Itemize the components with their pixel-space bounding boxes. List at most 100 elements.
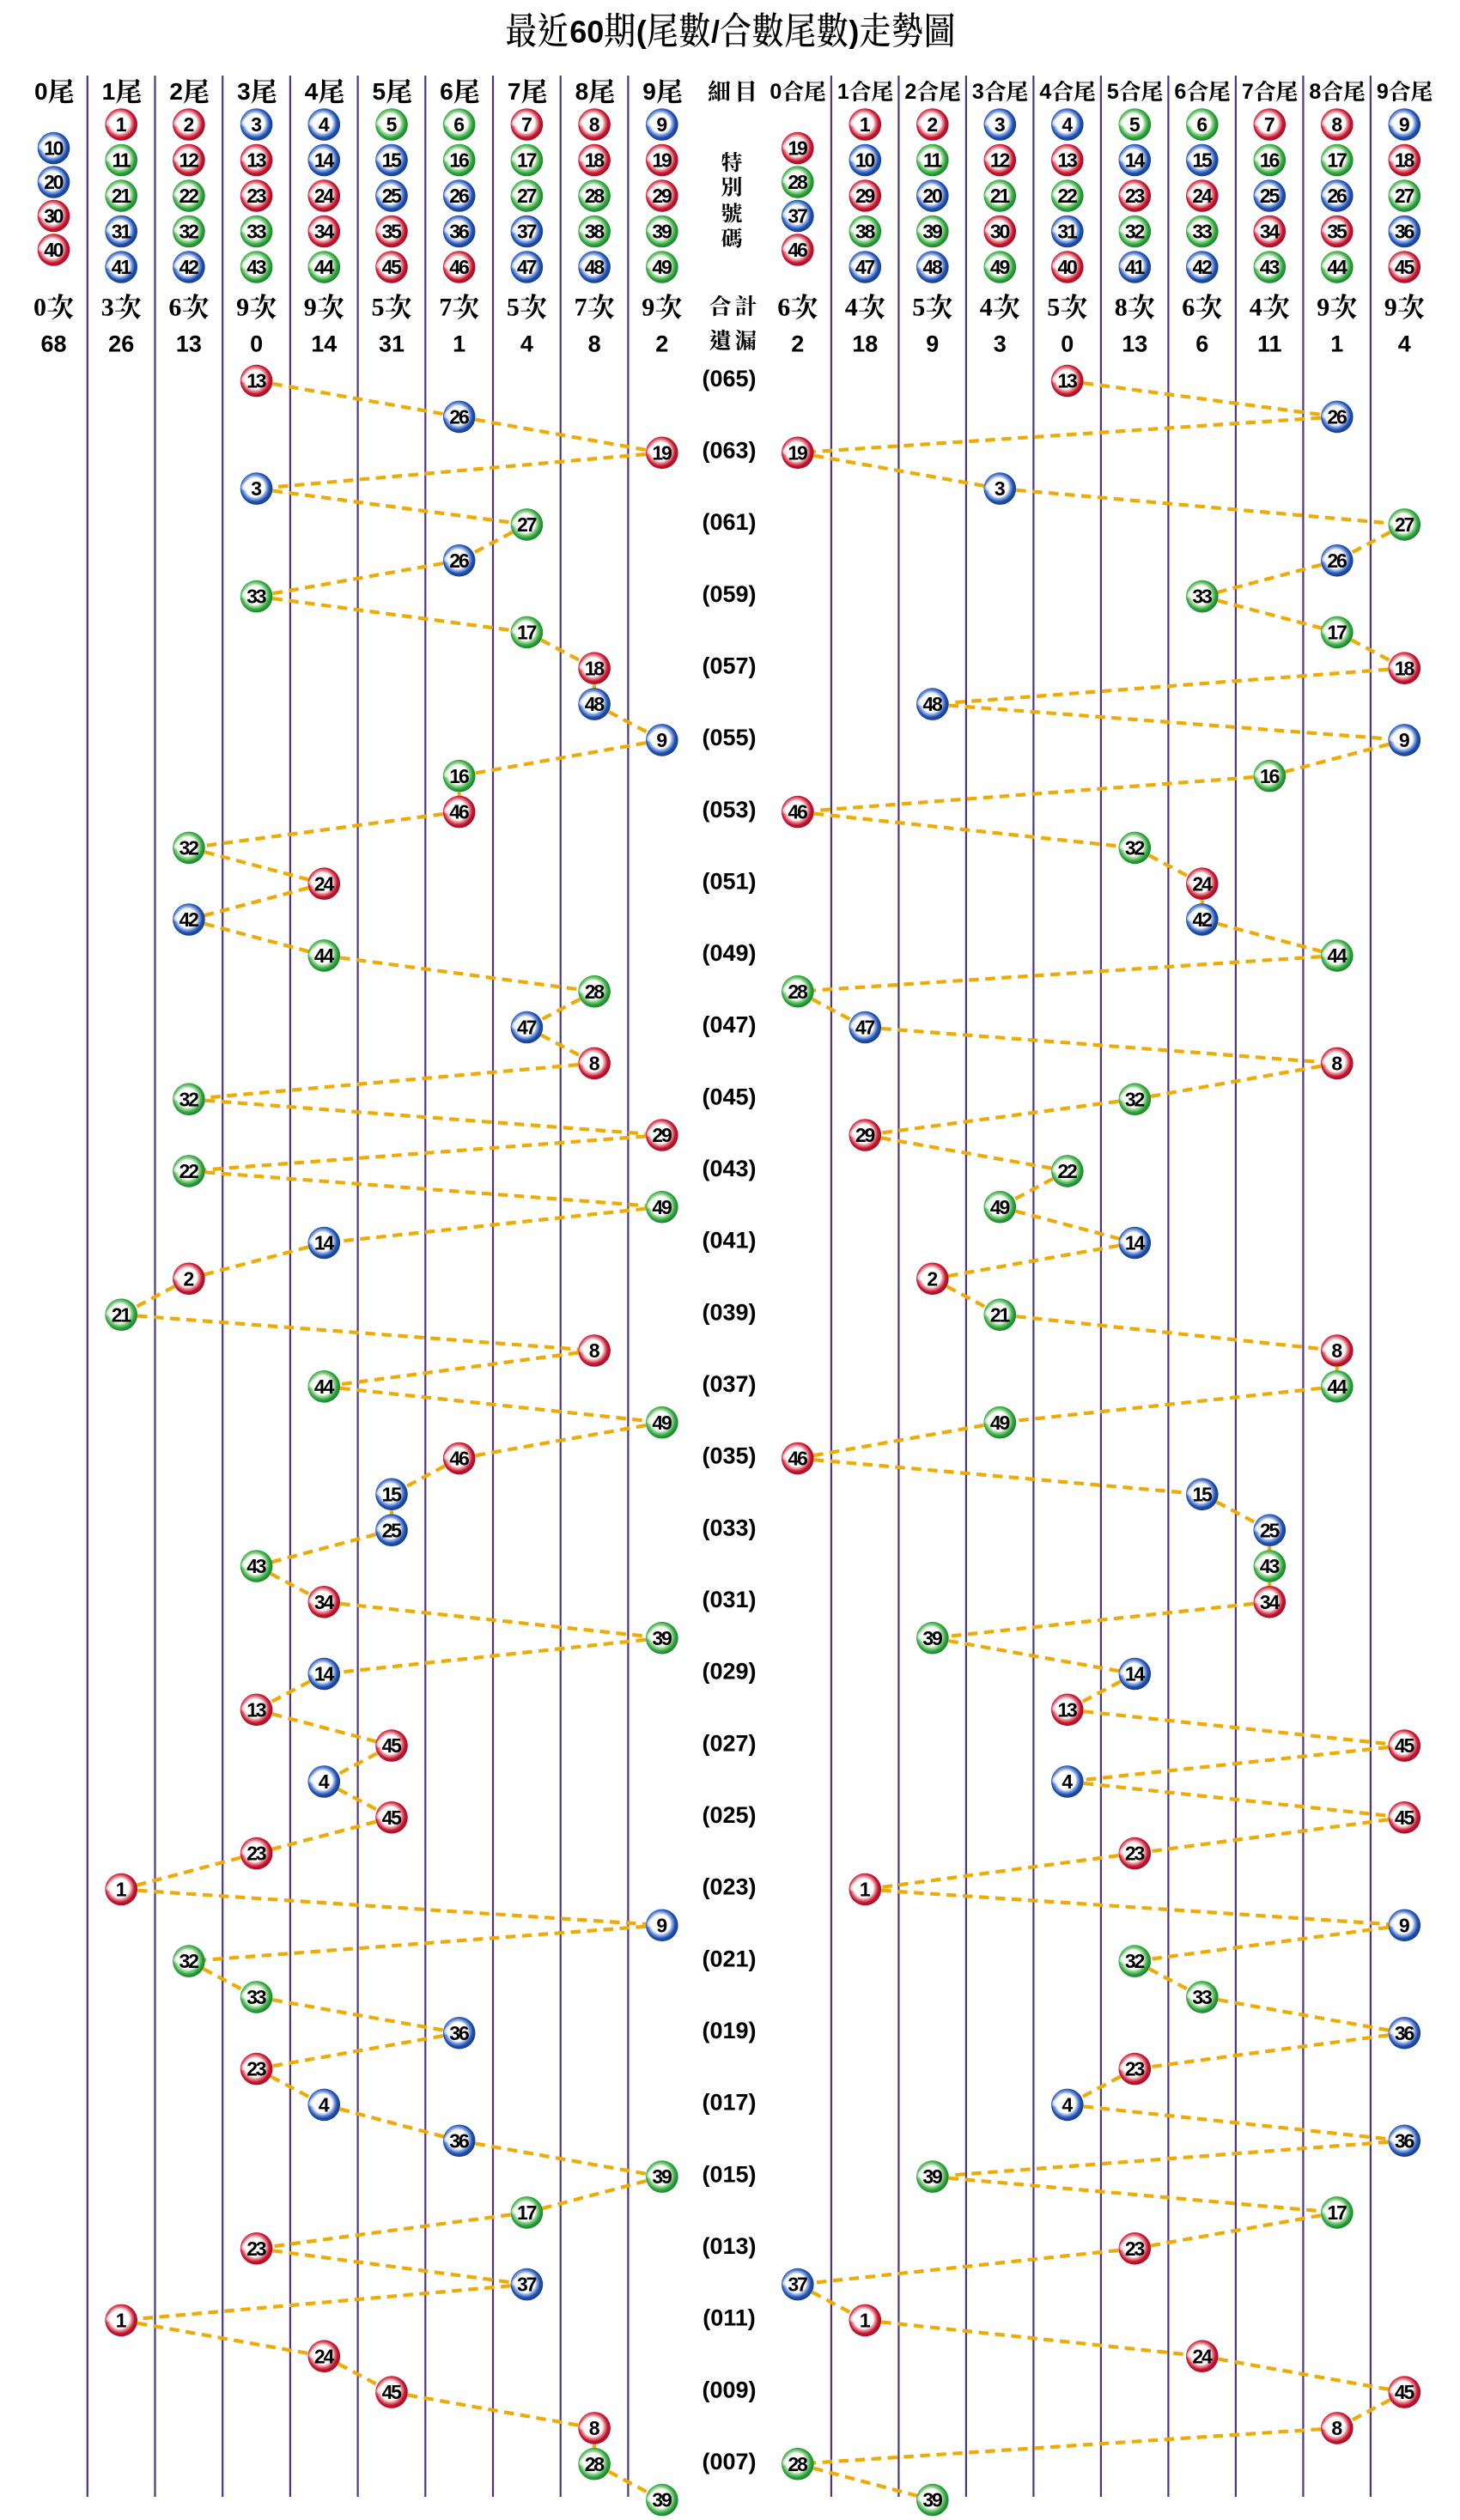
svg-text:45: 45 <box>382 1734 403 1757</box>
svg-text:(007): (007) <box>702 2449 756 2474</box>
svg-text:30: 30 <box>44 205 64 228</box>
svg-text:5: 5 <box>912 294 925 322</box>
svg-text:13: 13 <box>246 149 266 172</box>
svg-text:46: 46 <box>449 1448 469 1470</box>
svg-text:13: 13 <box>246 1698 266 1721</box>
svg-text:31: 31 <box>112 221 132 243</box>
svg-text:43: 43 <box>1260 1555 1280 1577</box>
svg-text:14: 14 <box>311 331 337 357</box>
svg-text:15: 15 <box>382 1483 403 1505</box>
svg-text:4: 4 <box>1062 2094 1073 2116</box>
svg-text:0: 0 <box>1061 331 1074 357</box>
svg-text:46: 46 <box>449 256 469 278</box>
svg-text:7: 7 <box>439 294 452 322</box>
svg-text:6: 6 <box>777 294 790 322</box>
svg-text:39: 39 <box>922 221 942 243</box>
svg-text:8: 8 <box>1331 1052 1342 1074</box>
svg-text:(065): (065) <box>702 366 756 392</box>
svg-text:32: 32 <box>1125 1950 1145 1972</box>
svg-text:28: 28 <box>788 2453 808 2475</box>
svg-text:4: 4 <box>319 1770 330 1793</box>
svg-text:36: 36 <box>1395 221 1414 243</box>
svg-text:36: 36 <box>1395 2022 1414 2044</box>
svg-text:4: 4 <box>845 294 858 322</box>
svg-text:1: 1 <box>1330 331 1343 357</box>
svg-text:4: 4 <box>1062 113 1073 136</box>
svg-text:3: 3 <box>251 113 262 136</box>
svg-text:3: 3 <box>994 331 1007 357</box>
svg-text:32: 32 <box>1125 1088 1145 1110</box>
svg-text:4: 4 <box>319 113 330 136</box>
svg-text:9: 9 <box>1377 80 1389 104</box>
svg-text:18: 18 <box>585 657 605 679</box>
svg-text:42: 42 <box>179 256 199 278</box>
svg-text:26: 26 <box>108 331 134 357</box>
svg-text:5: 5 <box>1047 294 1060 322</box>
svg-text:1: 1 <box>116 2310 127 2332</box>
svg-text:29: 29 <box>652 1124 672 1146</box>
svg-text:(039): (039) <box>702 1299 756 1325</box>
svg-text:8: 8 <box>1331 2417 1342 2439</box>
svg-text:19: 19 <box>788 441 807 464</box>
svg-text:1: 1 <box>860 113 871 136</box>
svg-text:3: 3 <box>237 78 251 105</box>
svg-text:(: ( <box>636 14 647 49</box>
svg-text:1: 1 <box>102 78 116 105</box>
svg-text:7: 7 <box>521 113 532 136</box>
svg-text:25: 25 <box>382 1519 403 1541</box>
svg-text:42: 42 <box>1192 908 1212 931</box>
svg-text:(041): (041) <box>702 1228 756 1254</box>
svg-text:6: 6 <box>440 78 453 105</box>
svg-text:48: 48 <box>922 693 943 715</box>
svg-text:29: 29 <box>652 185 672 207</box>
svg-text:26: 26 <box>1327 185 1347 207</box>
svg-text:7: 7 <box>1242 80 1254 104</box>
svg-text:12: 12 <box>179 149 199 172</box>
svg-text:41: 41 <box>1125 256 1146 278</box>
svg-text:8: 8 <box>589 2417 600 2439</box>
svg-text:20: 20 <box>44 171 64 193</box>
svg-text:36: 36 <box>449 2129 469 2152</box>
svg-text:36: 36 <box>449 221 469 243</box>
svg-text:7: 7 <box>1264 113 1275 136</box>
svg-text:40: 40 <box>44 239 64 261</box>
svg-text:24: 24 <box>1192 872 1213 895</box>
svg-text:(013): (013) <box>702 2233 756 2259</box>
svg-text:32: 32 <box>179 221 199 243</box>
svg-text:25: 25 <box>1260 185 1281 207</box>
svg-text:26: 26 <box>449 185 469 207</box>
svg-text:37: 37 <box>788 2274 807 2296</box>
svg-text:1: 1 <box>860 1879 871 1901</box>
svg-text:32: 32 <box>1125 221 1145 243</box>
svg-text:0: 0 <box>33 294 46 322</box>
svg-text:6: 6 <box>453 113 465 136</box>
svg-text:(059): (059) <box>702 581 756 607</box>
svg-text:9: 9 <box>1399 729 1410 751</box>
svg-text:9: 9 <box>642 294 654 322</box>
svg-text:17: 17 <box>517 149 537 172</box>
svg-text:5: 5 <box>372 294 385 322</box>
svg-text:6: 6 <box>1174 80 1186 104</box>
svg-text:14: 14 <box>1125 1663 1146 1685</box>
svg-text:(027): (027) <box>702 1730 756 1756</box>
svg-text:14: 14 <box>314 1663 335 1685</box>
svg-text:6: 6 <box>1182 294 1195 322</box>
svg-text:(019): (019) <box>702 2018 756 2043</box>
svg-text:3: 3 <box>972 80 984 104</box>
svg-text:1: 1 <box>116 1879 127 1901</box>
svg-text:4: 4 <box>305 78 319 105</box>
svg-text:4: 4 <box>1039 80 1051 104</box>
svg-text:34: 34 <box>1260 1591 1281 1613</box>
svg-text:27: 27 <box>1395 185 1414 207</box>
svg-text:0: 0 <box>250 331 263 357</box>
svg-text:18: 18 <box>852 331 878 357</box>
svg-text:16: 16 <box>449 149 469 172</box>
svg-text:46: 46 <box>788 801 807 823</box>
svg-text:16: 16 <box>1260 765 1280 787</box>
svg-text:27: 27 <box>517 513 537 536</box>
svg-text:17: 17 <box>1327 622 1347 644</box>
svg-text:9: 9 <box>656 1914 667 1936</box>
svg-text:/: / <box>711 14 720 49</box>
svg-text:2: 2 <box>904 80 916 104</box>
svg-text:49: 49 <box>652 256 672 278</box>
